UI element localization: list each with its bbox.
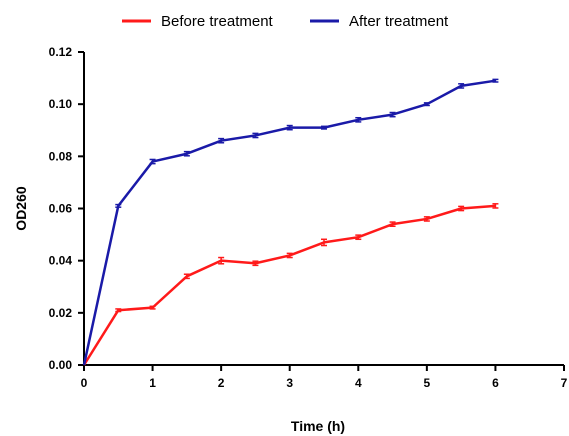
error-bar — [252, 260, 259, 267]
error-bar — [286, 124, 293, 131]
error-bar — [355, 116, 362, 123]
x-tick-label: 7 — [561, 376, 568, 390]
error-bar — [389, 221, 396, 227]
error-bar — [423, 102, 430, 107]
x-tick-label: 6 — [492, 376, 499, 390]
error-bar — [115, 308, 122, 313]
legend-label: After treatment — [349, 13, 449, 30]
error-bar — [458, 83, 465, 89]
error-bar — [218, 256, 225, 265]
error-bar — [458, 205, 465, 212]
error-bar — [252, 132, 259, 139]
x-tick-label: 2 — [218, 376, 225, 390]
error-bar — [492, 203, 499, 209]
x-tick-label: 5 — [424, 376, 431, 390]
y-tick-label: 0.10 — [49, 97, 73, 111]
series-layer — [82, 78, 499, 366]
x-tick-label: 3 — [286, 376, 293, 390]
series-line — [82, 204, 496, 366]
error-bar — [218, 137, 225, 144]
y-axis-label: OD260 — [13, 186, 29, 231]
error-bar — [115, 203, 122, 208]
x-tick-label: 4 — [355, 376, 362, 390]
x-tick-label: 0 — [81, 376, 88, 390]
error-bar — [321, 125, 327, 130]
error-bar — [183, 273, 190, 280]
x-axis-label: Time (h) — [291, 418, 345, 434]
series-0 — [82, 203, 499, 366]
x-tick-label: 1 — [149, 376, 156, 390]
series-1 — [82, 78, 499, 366]
error-bar — [321, 238, 327, 247]
legend: Before treatment After treatment — [122, 13, 449, 30]
error-bar — [149, 305, 156, 310]
error-bar — [286, 252, 293, 259]
axes: 0.00 0.02 0.04 0.06 0.08 0.10 0.12 0 1 2 3 4 5 6 7 — [49, 45, 568, 390]
error-bar — [355, 234, 362, 241]
legend-item: Before treatment — [122, 13, 274, 30]
error-bar — [183, 150, 190, 157]
y-tick-label: 0.04 — [49, 254, 73, 268]
y-tick-label: 0.06 — [49, 202, 73, 216]
y-tick-label: 0.08 — [49, 149, 73, 163]
legend-label: Before treatment — [161, 13, 274, 30]
y-tick-label: 0.00 — [49, 358, 73, 372]
y-tick-label: 0.02 — [49, 306, 73, 320]
error-bar — [492, 78, 499, 83]
error-bar — [423, 216, 430, 222]
y-tick-label: 0.12 — [49, 45, 73, 59]
legend-item: After treatment — [310, 13, 449, 30]
error-bar — [389, 111, 396, 118]
series-line — [82, 79, 496, 366]
error-bar — [149, 158, 156, 165]
